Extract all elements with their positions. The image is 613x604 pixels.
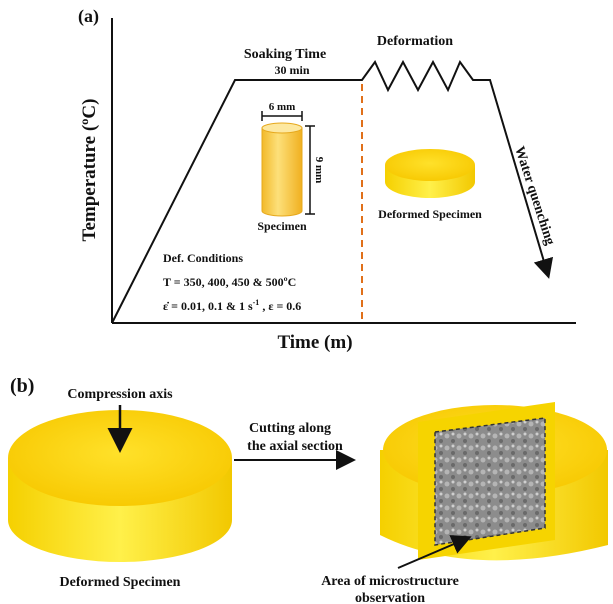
strain-rates: ε̇ = 0.01, 0.1 & 1 s-1 , ε = 0.6 <box>163 298 301 313</box>
conditions-title: Def. Conditions <box>163 251 243 265</box>
cutting-line1: Cutting along <box>249 421 331 436</box>
y-axis-label: Temperature (ºC) <box>79 99 100 242</box>
deformation-label: Deformation <box>377 34 453 49</box>
deformed-top <box>385 149 475 181</box>
specimen-label: Specimen <box>257 219 307 233</box>
strain-rates-rest: , ε = 0.6 <box>259 299 301 313</box>
cutting-line2: the axial section <box>247 439 343 454</box>
height-label: 9 mm <box>313 157 325 184</box>
soaking-label: Soaking Time <box>244 47 326 62</box>
panel-label: (b) <box>10 375 34 397</box>
soaking-duration: 30 min <box>274 63 309 77</box>
strain-rates-main: ε̇ = 0.01, 0.1 & 1 s <box>163 299 253 313</box>
x-axis-label: Time (m) <box>277 332 352 353</box>
strain-rates-exponent: -1 <box>253 298 260 307</box>
deformed-label: Deformed Specimen <box>378 207 482 221</box>
specimen-top <box>262 123 302 133</box>
area-line1: Area of microstructure <box>321 574 459 589</box>
compression-axis-label: Compression axis <box>67 387 173 402</box>
deformed-label: Deformed Specimen <box>60 575 181 590</box>
specimen-cylinder <box>262 128 302 216</box>
microstructure-area <box>435 418 545 545</box>
figure: (a) Temperature (ºC) Time (m) Soaking Ti… <box>0 0 613 604</box>
diameter-label: 6 mm <box>269 101 296 113</box>
temperatures: T = 350, 400, 450 & 500ºC <box>163 275 296 289</box>
area-line2: observation <box>355 591 425 604</box>
panel-label: (a) <box>78 6 99 27</box>
